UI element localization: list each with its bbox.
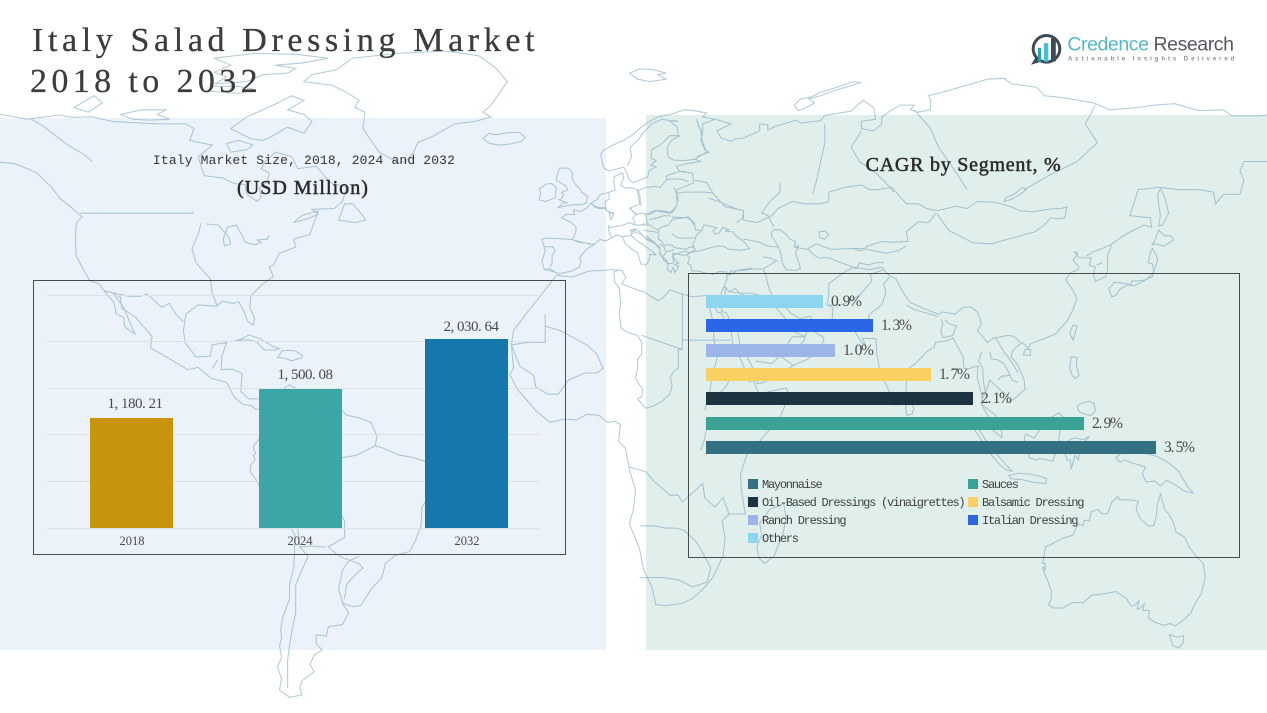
svg-text:Actionable Insights Delivered: Actionable Insights Delivered — [1068, 57, 1237, 63]
svg-text:Credence Research: Credence Research — [1067, 33, 1233, 55]
